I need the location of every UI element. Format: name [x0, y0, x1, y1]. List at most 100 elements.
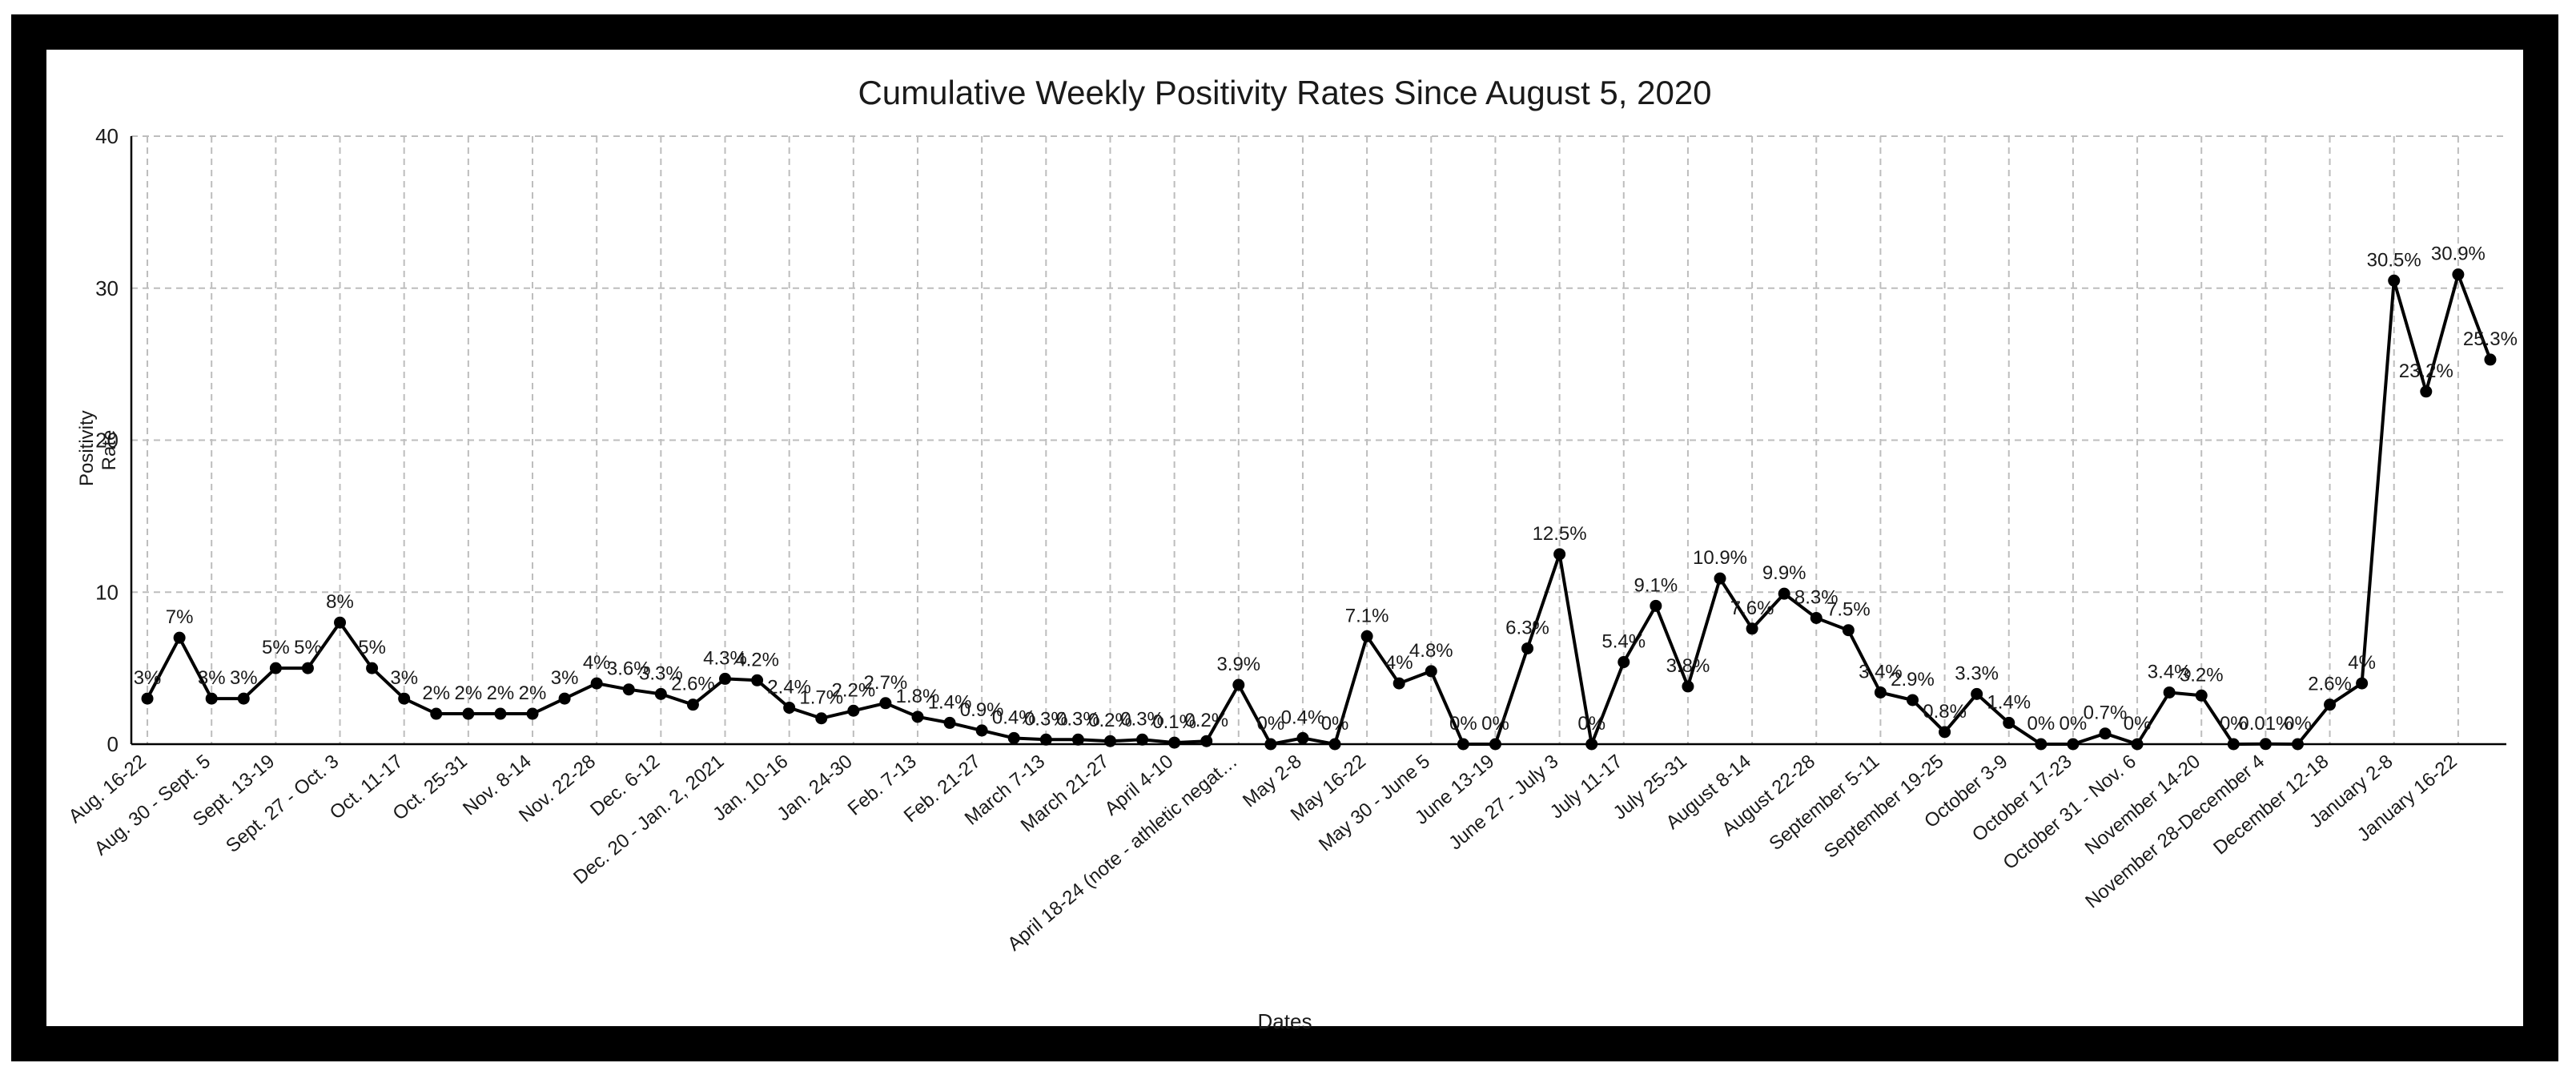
x-tick-label: December 12-18 [2209, 751, 2333, 860]
data-label: 3% [551, 667, 579, 689]
y-tick-label: 30 [95, 276, 119, 300]
x-tick-label: Aug. 30 - Sept. 5 [90, 751, 215, 860]
data-point [1039, 733, 1052, 746]
data-point [783, 701, 796, 714]
data-point [1553, 548, 1566, 561]
data-label: 2% [519, 682, 547, 704]
data-label: 8% [326, 591, 354, 613]
data-point [2356, 677, 2369, 690]
data-label: 5% [262, 637, 290, 658]
data-label: 3.2% [2180, 664, 2224, 686]
data-point [2484, 353, 2497, 366]
data-label: 9.1% [1634, 574, 1678, 596]
data-point [2163, 686, 2176, 699]
data-label: 0% [2124, 713, 2152, 735]
data-point [462, 707, 475, 720]
data-label: 0.3% [1024, 708, 1068, 730]
data-label: 2% [487, 682, 515, 704]
data-point [2067, 738, 2080, 751]
data-point [1714, 572, 1726, 585]
x-tick-label: April 18-24 (note - athletic negat… [1003, 751, 1241, 956]
data-point [1971, 687, 1983, 700]
data-label: 2.7% [864, 672, 908, 694]
data-point [1103, 735, 1116, 747]
data-label: 1.8% [896, 686, 940, 707]
data-point [590, 677, 603, 690]
data-label: 25.3% [2463, 328, 2518, 350]
data-point [1457, 738, 1469, 751]
data-label: 0% [2284, 713, 2312, 735]
data-label: 5% [294, 637, 322, 658]
data-label: 7.5% [1827, 599, 1871, 621]
data-label: 30.5% [2367, 249, 2421, 271]
data-point [301, 662, 314, 674]
data-point [2324, 699, 2337, 711]
data-label: 3% [230, 667, 258, 689]
data-label: 7.6% [1730, 598, 1774, 619]
data-label: 2.9% [1891, 669, 1935, 690]
data-point [1907, 694, 1919, 707]
x-tick-label: May 30 - June 5 [1315, 751, 1434, 856]
chart-frame: Cumulative Weekly Positivity Rates Since… [11, 14, 2558, 1061]
data-point [719, 672, 731, 685]
data-point [1136, 733, 1149, 746]
data-point [2291, 738, 2304, 751]
data-point [1007, 731, 1020, 744]
data-point [815, 712, 828, 725]
data-label: 3% [134, 667, 162, 689]
data-point [1939, 726, 1951, 739]
data-label: 0.7% [2084, 703, 2128, 724]
x-axis-label: Dates [1257, 1009, 1312, 1033]
data-point [558, 692, 571, 705]
data-label: 7% [166, 606, 194, 628]
data-label: 3.4% [2148, 661, 2192, 682]
data-point [2003, 716, 2015, 729]
data-point [2131, 738, 2144, 751]
data-label: 2% [455, 682, 483, 704]
data-label: 7.1% [1345, 605, 1389, 626]
data-point [269, 662, 282, 674]
data-label: 0.2% [1184, 710, 1228, 731]
data-point [1296, 731, 1309, 744]
x-tick-label: June 27 - July 3 [1445, 751, 1562, 855]
data-label: 0.3% [1120, 708, 1164, 730]
data-label: 1.4% [1987, 691, 2031, 713]
data-label: 4.2% [735, 649, 779, 670]
data-label: 2.2% [831, 679, 875, 701]
data-point [975, 724, 988, 737]
data-label: 30.9% [2431, 244, 2486, 265]
data-point [237, 692, 250, 705]
data-point [1232, 678, 1245, 691]
data-point [2227, 738, 2240, 751]
data-point [398, 692, 411, 705]
data-point [2452, 268, 2465, 281]
data-label: 2% [422, 682, 450, 704]
data-point [141, 692, 154, 705]
data-point [430, 707, 443, 720]
data-label: 0.4% [992, 707, 1036, 728]
x-tick-label: November 14-20 [2081, 751, 2204, 860]
y-tick-label: 10 [95, 580, 119, 604]
chart-title: Cumulative Weekly Positivity Rates Since… [858, 74, 1712, 111]
data-point [1746, 622, 1758, 635]
data-point [366, 662, 379, 674]
data-label: 3.9% [1216, 654, 1260, 675]
data-point [751, 674, 764, 686]
data-label: 0.8% [1923, 701, 1967, 723]
data-label: 0% [1481, 713, 1509, 735]
data-point [205, 692, 218, 705]
chart-panel: Cumulative Weekly Positivity Rates Since… [46, 50, 2523, 1033]
y-tick-label: 0 [107, 732, 119, 756]
data-label: 9.9% [1762, 562, 1806, 584]
data-point [1489, 738, 1501, 751]
x-tick-label: Sept. 27 - Oct. 3 [222, 751, 343, 857]
data-point [1264, 738, 1277, 751]
data-label: 10.9% [1693, 547, 1747, 569]
data-point [1328, 738, 1341, 751]
data-point [1200, 735, 1213, 747]
data-point [1071, 733, 1084, 746]
data-label: 3.6% [607, 658, 651, 680]
data-point [1682, 680, 1694, 693]
data-label: 4.8% [1409, 640, 1453, 662]
data-point [1778, 587, 1790, 600]
